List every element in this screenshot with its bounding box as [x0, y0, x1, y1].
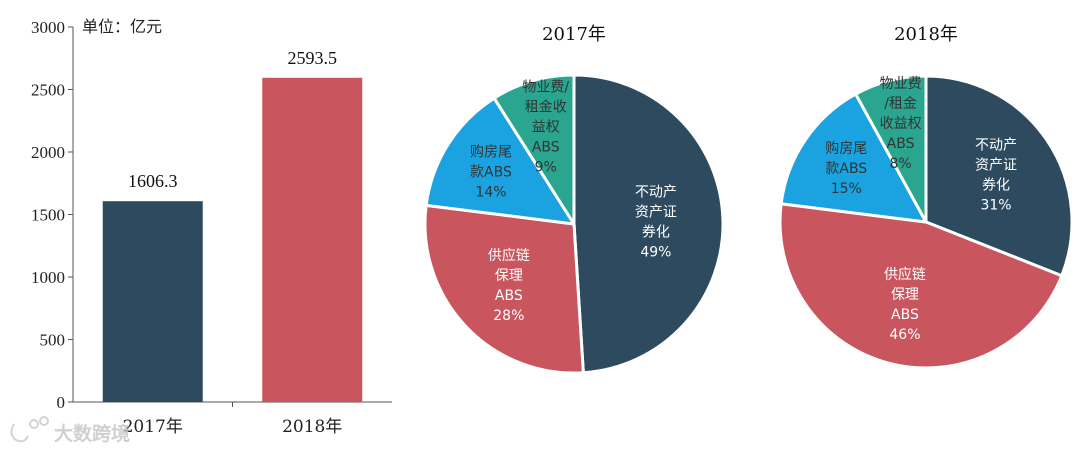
y-tick-label: 2000	[31, 143, 65, 162]
pie-slice-label: 不动产	[635, 184, 677, 200]
pie-slice-label: 收益权	[880, 116, 922, 132]
pie-slice-label: 保理	[891, 287, 919, 303]
pie-slice-label: 款ABS	[825, 161, 867, 177]
pie-slice	[423, 203, 585, 375]
pie-slice-percent: 46%	[889, 327, 920, 343]
pie-slice-label: 益权	[532, 120, 560, 136]
y-tick-label: 500	[40, 331, 66, 350]
x-category-label: 2018年	[282, 417, 342, 437]
y-tick-label: 1000	[31, 268, 65, 287]
bar-chart: 0 500 1000 1500 2000 2500 3000 单位：亿元 1606.3 2017年…	[31, 17, 392, 437]
pie-slice-label: 券化	[642, 224, 670, 240]
pie-slice-label: 供应链	[884, 266, 926, 283]
pie-slice-label: 购房尾	[470, 144, 512, 160]
bar-value-label: 1606.3	[128, 171, 178, 191]
pie-slice-label: 券化	[982, 177, 1010, 193]
pie-slice-label: ABS	[891, 307, 919, 323]
pie-title: 2017年	[542, 24, 606, 45]
watermark-logo-icon	[10, 416, 49, 443]
pie-slice-percent: 28%	[493, 308, 524, 324]
pie-slice-label: 租金收	[525, 100, 567, 116]
y-tick-label: 2500	[31, 81, 65, 100]
pie-slice-label: ABS	[532, 140, 560, 156]
pie-slice	[854, 74, 928, 224]
pie-slice-label: 购房尾	[825, 141, 867, 157]
watermark: 大数跨境	[10, 416, 130, 445]
pie-slice-label: 资产证	[635, 204, 677, 220]
pie-title: 2018年	[894, 24, 958, 45]
y-tick-label: 1500	[31, 206, 65, 225]
y-tick-label: 3000	[31, 18, 65, 37]
pie-slice-percent: 9%	[535, 160, 557, 176]
pie-slice-label: ABS	[495, 288, 523, 304]
pie-slice-label: 不动产	[975, 137, 1017, 153]
pie-slice	[424, 96, 576, 226]
pie-slice	[779, 92, 928, 224]
bar	[102, 201, 203, 402]
pie-slice-label: 物业费	[880, 76, 922, 92]
pie-slice-label: 款ABS	[470, 164, 512, 180]
pie-slice-percent: 8%	[889, 156, 911, 172]
pie-slice	[572, 73, 725, 375]
watermark-text: 大数跨境	[54, 422, 130, 445]
x-category-label: 2017年	[123, 417, 183, 437]
pie-slice-percent: 15%	[831, 181, 862, 197]
pie-slice-label: /租金	[884, 96, 917, 112]
pie-slice	[492, 73, 576, 226]
pie-slice	[778, 202, 1064, 370]
pie-slice-label: ABS	[887, 136, 915, 152]
pie-slice-label: 物业费/	[522, 80, 569, 96]
unit-label: 单位：亿元	[82, 17, 162, 36]
bar	[262, 77, 363, 402]
pie-slice-percent: 31%	[980, 197, 1011, 213]
bar-value-label: 2593.5	[288, 48, 338, 68]
pie-slice-label: 供应链	[488, 247, 530, 264]
pie-slice-label: 资产证	[975, 157, 1017, 173]
pie-slice-percent: 49%	[640, 244, 671, 260]
pie-slice	[924, 74, 1074, 278]
y-tick-label: 0	[57, 393, 66, 412]
pie-slice-label: 保理	[495, 268, 523, 284]
pie-slice-percent: 14%	[475, 184, 506, 200]
